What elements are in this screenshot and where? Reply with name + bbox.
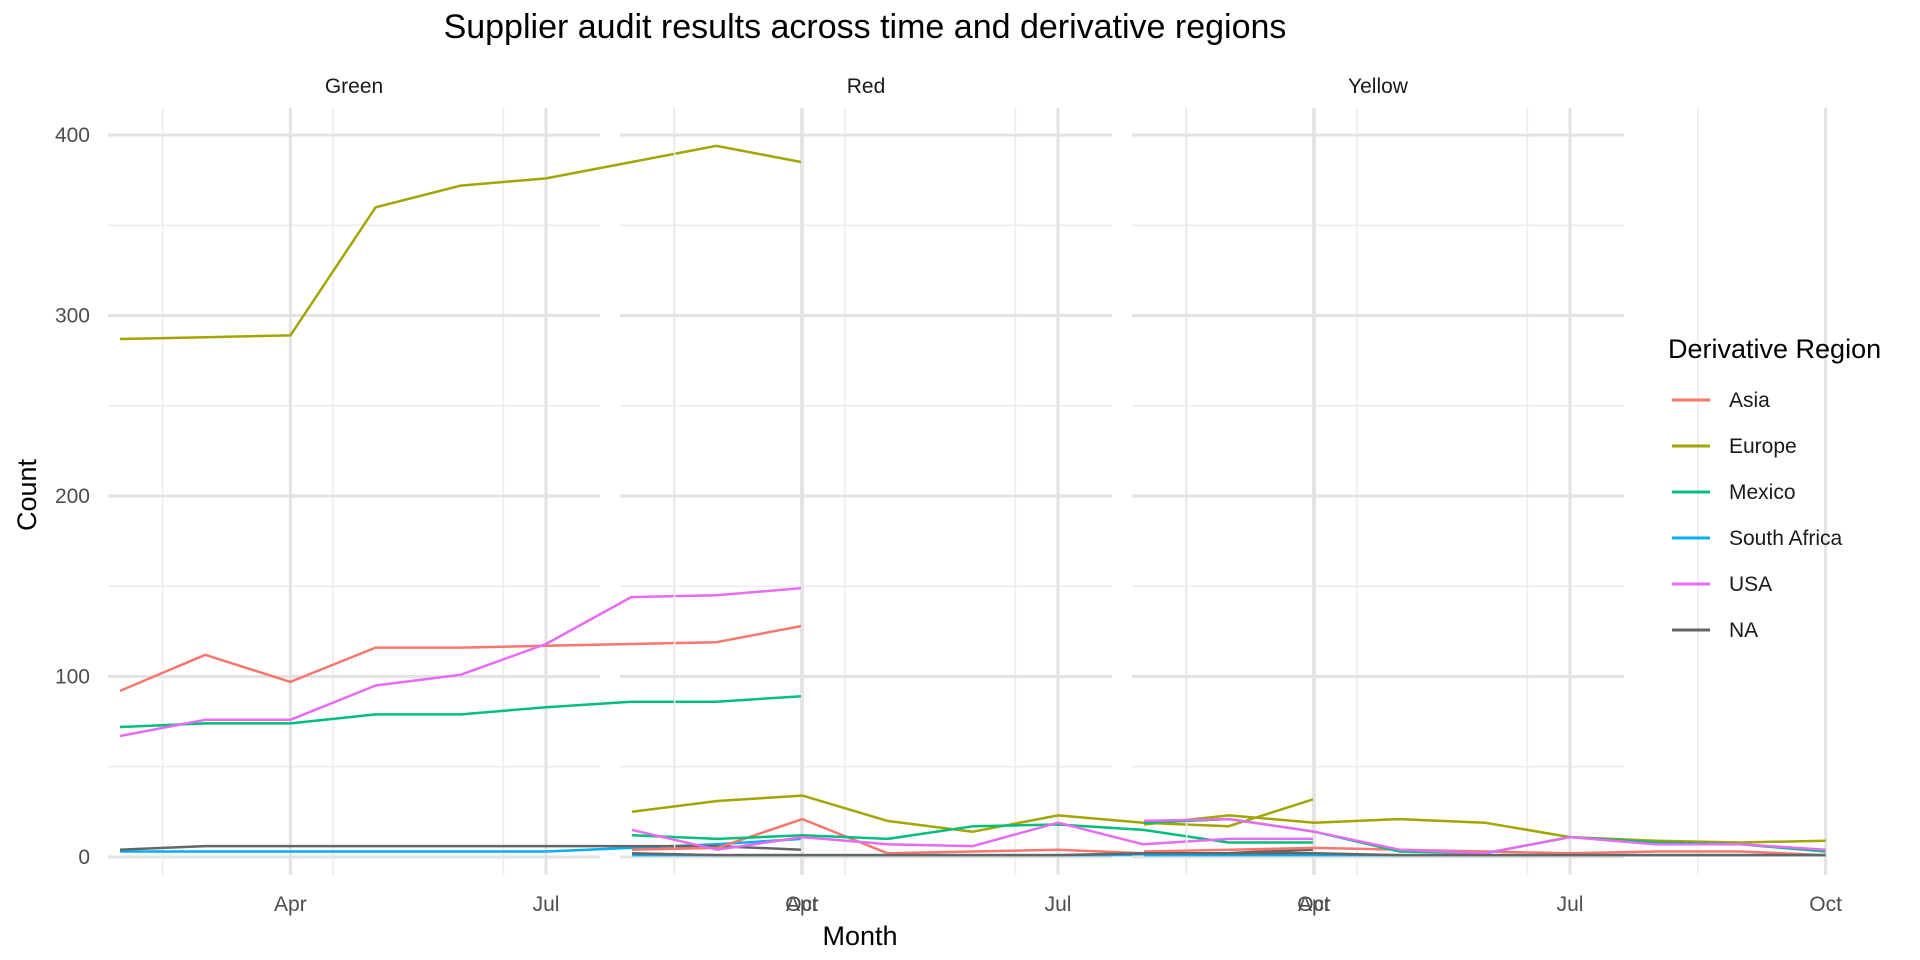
facet-panel-green: Green Apr Jul Oct [108, 75, 818, 916]
x-tick-label: Jul [1045, 893, 1072, 916]
series-line-na [119, 844, 802, 851]
series-line-usa [631, 821, 1314, 851]
legend-item: Europe [1672, 435, 1797, 458]
y-tick-label: 300 [55, 305, 90, 328]
x-tick-label: Oct [1809, 893, 1842, 916]
x-tick-label: Apr [1298, 893, 1331, 916]
legend: Derivative Region Asia Europe Mexico South … [1668, 334, 1881, 642]
legend-label: South Africa [1729, 527, 1843, 550]
x-tick-label: Oct [785, 893, 818, 916]
legend-label: Asia [1729, 389, 1770, 412]
series-line-mexico [119, 695, 802, 729]
facet-panels: Green Apr Jul Oct Red Apr Jul Oct Yellow Apr Jul Oc… [55, 75, 1842, 916]
series-line-asia [1143, 846, 1826, 857]
x-tick-label: Oct [1297, 893, 1330, 916]
legend-item: NA [1672, 619, 1758, 642]
y-tick-label: 400 [55, 124, 90, 147]
series-line-europe [631, 794, 1314, 833]
x-tick-label: Apr [786, 893, 819, 916]
legend-label: USA [1729, 573, 1772, 596]
series-line-asia [119, 624, 802, 693]
legend-item: Asia [1672, 389, 1770, 412]
legend-title: Derivative Region [1668, 334, 1881, 364]
series-line-usa [119, 586, 802, 738]
x-tick-label: Apr [274, 893, 307, 916]
x-axis-label: Month [822, 921, 897, 951]
x-tick-label: Jul [533, 893, 560, 916]
y-tick-label: 200 [55, 485, 90, 508]
legend-label: Europe [1729, 435, 1797, 458]
y-tick-label: 0 [78, 846, 90, 869]
y-axis-label: Count [12, 458, 42, 531]
legend-label: Mexico [1729, 481, 1796, 504]
legend-item: USA [1672, 573, 1772, 596]
x-tick-label: Jul [1557, 893, 1584, 916]
series-line-na [1144, 852, 1826, 857]
facet-label: Green [325, 75, 383, 98]
series-line-mexico [631, 823, 1314, 844]
series-line-europe [119, 144, 802, 341]
legend-item: Mexico [1672, 481, 1796, 504]
series-line-europe [1143, 814, 1826, 844]
legend-item: South Africa [1672, 527, 1843, 550]
facet-label: Red [847, 75, 886, 98]
series-line-usa [1143, 817, 1826, 855]
y-tick-label: 100 [55, 665, 90, 688]
chart-title: Supplier audit results across time and d… [444, 8, 1287, 46]
facet-panel-yellow: Yellow Apr Jul Oct [1132, 75, 1842, 916]
legend-label: NA [1729, 619, 1758, 642]
facet-label: Yellow [1348, 75, 1409, 98]
